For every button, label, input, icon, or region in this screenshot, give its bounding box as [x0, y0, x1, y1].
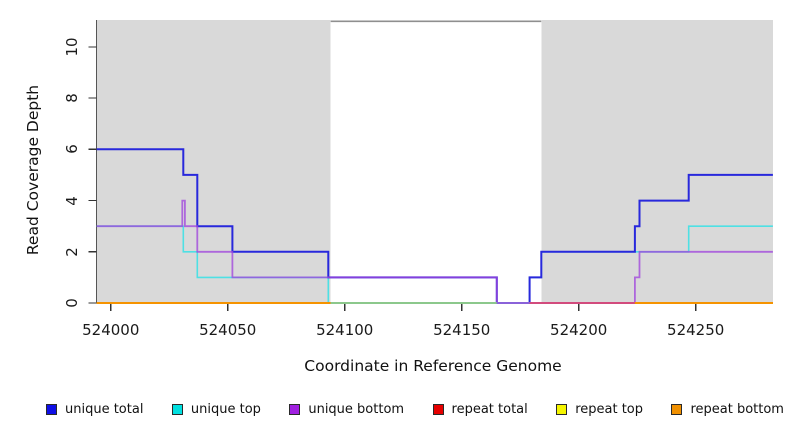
legend-swatch-unique-top — [171, 403, 183, 415]
x-tick-label-524200: 524200 — [550, 321, 608, 339]
legend-item-unique-bottom: unique bottom — [289, 402, 404, 417]
legend-item-repeat-total: repeat total — [432, 401, 528, 417]
x-tick-label-524250: 524250 — [667, 321, 725, 339]
y-axis-title: Read Coverage Depth — [24, 84, 42, 256]
x-tick-label-524150: 524150 — [433, 321, 491, 339]
legend-item-unique-total: unique total — [46, 402, 143, 417]
legend: unique total unique top unique bottom repea… — [46, 398, 784, 420]
series-line-unique-bottom — [96, 199, 773, 304]
legend-swatch-unique-total — [46, 403, 57, 415]
legend-label-unique-total: unique total — [65, 401, 144, 417]
left-shaded-region — [96, 20, 331, 303]
legend-swatch-repeat-total — [432, 403, 444, 415]
legend-item-repeat-top: repeat top — [556, 402, 643, 417]
legend-label-unique-bottom: unique bottom — [308, 401, 405, 417]
legend-swatch-repeat-top — [556, 403, 568, 415]
y-tick-label-10: 10 — [63, 37, 81, 57]
legend-label-unique-top: unique top — [190, 401, 261, 417]
legend-swatch-repeat-bottom — [671, 403, 683, 415]
y-tick-label-2: 2 — [63, 246, 81, 257]
legend-label-repeat-top: repeat top — [575, 401, 643, 417]
x-tick-label-524100: 524100 — [316, 321, 374, 339]
x-tick-label-524050: 524050 — [199, 321, 257, 339]
x-axis-title: Coordinate in Reference Genome — [304, 357, 562, 375]
x-tick-label-524000: 524000 — [82, 321, 140, 339]
y-tick-label-4: 4 — [63, 195, 81, 206]
legend-label-repeat-bottom: repeat bottom — [690, 401, 784, 417]
y-tick-label-8: 8 — [63, 93, 81, 103]
legend-item-unique-top: unique top — [171, 401, 261, 417]
y-tick-label-0: 0 — [63, 298, 81, 308]
legend-item-repeat-bottom: repeat bottom — [671, 402, 784, 417]
y-tick-label-6: 6 — [63, 144, 81, 155]
right-shaded-region — [541, 20, 773, 303]
legend-swatch-unique-bottom — [289, 403, 301, 415]
legend-label-repeat-total: repeat total — [451, 401, 528, 417]
